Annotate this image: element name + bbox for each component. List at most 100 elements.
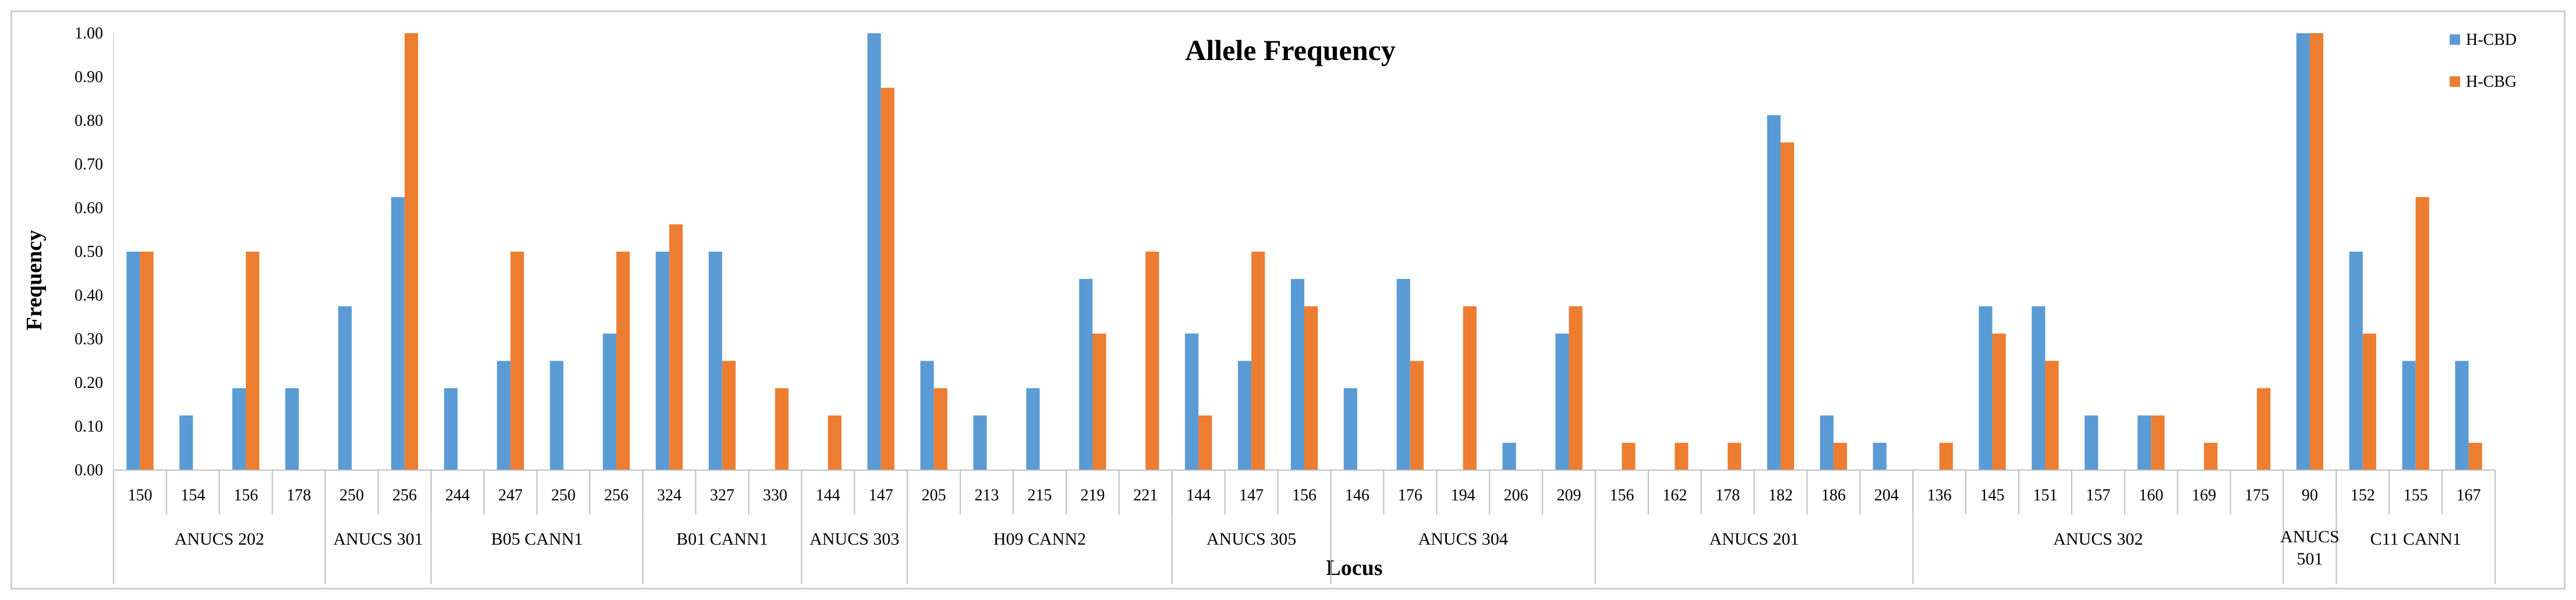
legend-label-h-cbd: H-CBD bbox=[2466, 31, 2517, 49]
category-label: 136 bbox=[1927, 486, 1952, 504]
bar-h-cbg bbox=[1463, 306, 1477, 470]
bar-h-cbd bbox=[1873, 443, 1887, 470]
bar-h-cbg bbox=[1198, 415, 1212, 470]
category-label: 147 bbox=[869, 486, 893, 504]
bar-h-cbd bbox=[709, 252, 723, 470]
bar-h-cbd bbox=[2085, 415, 2099, 470]
category-label: 250 bbox=[339, 486, 364, 504]
category-label: 256 bbox=[604, 486, 628, 504]
bar-h-cbd bbox=[1820, 415, 1834, 470]
bar-h-cbg bbox=[1939, 443, 1953, 470]
bar-h-cbd bbox=[2455, 361, 2469, 470]
category-label: 144 bbox=[816, 486, 840, 504]
y-tick-label: 0.50 bbox=[75, 243, 103, 261]
bar-h-cbd bbox=[1237, 361, 1252, 470]
group-label: ANUCS 301 bbox=[333, 530, 423, 549]
category-label: 167 bbox=[2457, 486, 2481, 504]
bar-h-cbg bbox=[1145, 252, 1159, 470]
category-label: 169 bbox=[2192, 486, 2216, 504]
category-label: 151 bbox=[2033, 486, 2057, 504]
y-tick-label: 0.70 bbox=[75, 156, 103, 174]
group-label: ANUCS 305 bbox=[1206, 530, 1296, 549]
bar-h-cbd bbox=[973, 415, 987, 470]
bar-h-cbd bbox=[1185, 333, 1199, 470]
bar-h-cbd bbox=[920, 361, 934, 470]
group-label: ANUCS 302 bbox=[2053, 530, 2143, 549]
legend-swatch-h-cbg bbox=[2450, 76, 2460, 87]
legend: H-CBD H-CBG bbox=[2450, 31, 2517, 91]
bar-h-cbg bbox=[1675, 443, 1689, 470]
category-label: 205 bbox=[922, 486, 946, 504]
category-label: 194 bbox=[1451, 486, 1475, 504]
bar-h-cbd bbox=[550, 361, 564, 470]
bar-h-cbd bbox=[2296, 33, 2310, 470]
category-label: 206 bbox=[1504, 486, 1528, 504]
group-label: B01 CANN1 bbox=[676, 530, 768, 549]
category-label: 330 bbox=[763, 486, 787, 504]
bar-h-cbg bbox=[2415, 197, 2429, 470]
category-label: 182 bbox=[1768, 486, 1793, 504]
bar-h-cbd bbox=[2402, 361, 2416, 470]
category-label: 247 bbox=[498, 486, 523, 504]
bar-h-cbd bbox=[285, 388, 299, 470]
x-axis-label: Locus bbox=[1326, 556, 1382, 580]
y-tick-labels: 0.00 0.10 0.20 0.30 0.40 0.50 0.60 0.70 0.80 0.90… bbox=[75, 24, 103, 479]
x-axis: 150 154 156 178 250 256 244 247 250 256 324 327 330 1… bbox=[113, 33, 2496, 584]
bar-h-cbg bbox=[1622, 443, 1636, 470]
category-label: 209 bbox=[1556, 486, 1581, 504]
y-tick-label: 0.40 bbox=[75, 287, 103, 305]
bar-h-cbg bbox=[2151, 415, 2165, 470]
bar-h-cbg bbox=[722, 361, 736, 470]
bar-h-cbd bbox=[232, 388, 246, 470]
y-tick-label: 0.80 bbox=[75, 112, 103, 130]
bar-h-cbd bbox=[1767, 115, 1781, 470]
bar-h-cbg bbox=[2257, 388, 2271, 470]
bar-h-cbg bbox=[510, 252, 524, 470]
chart-title: Allele Frequency bbox=[1185, 34, 1396, 66]
bar-h-cbg bbox=[1728, 443, 1742, 470]
y-tick-label: 1.00 bbox=[75, 24, 103, 43]
bar-h-cbg bbox=[1992, 333, 2006, 470]
bar-h-cbg bbox=[404, 33, 419, 470]
bar-h-cbg bbox=[2045, 361, 2059, 470]
bar-h-cbg bbox=[246, 252, 260, 470]
group-label: ANUCS bbox=[2280, 527, 2340, 546]
category-label: 160 bbox=[2139, 486, 2163, 504]
bar-h-cbg bbox=[616, 252, 630, 470]
bar-h-cbg bbox=[1092, 333, 1106, 470]
category-label: 152 bbox=[2351, 486, 2375, 504]
category-label: 162 bbox=[1662, 486, 1687, 504]
category-label: 250 bbox=[551, 486, 576, 504]
category-label: 145 bbox=[1980, 486, 2005, 504]
category-label: 244 bbox=[445, 486, 470, 504]
bar-h-cbd bbox=[603, 333, 617, 470]
legend-swatch-h-cbd bbox=[2450, 34, 2460, 45]
bar-h-cbg bbox=[1251, 252, 1265, 470]
legend-label-h-cbg: H-CBG bbox=[2466, 73, 2517, 91]
bar-h-cbd bbox=[2138, 415, 2152, 470]
bar-h-cbg bbox=[1410, 361, 1424, 470]
bar-h-cbd bbox=[1396, 278, 1410, 470]
bar-h-cbg bbox=[2204, 443, 2218, 470]
y-axis-label: Frequency bbox=[22, 230, 47, 330]
category-label: 178 bbox=[286, 486, 311, 504]
group-label: C11 CANN1 bbox=[2370, 530, 2461, 549]
bar-h-cbg bbox=[2309, 33, 2324, 470]
category-label: 147 bbox=[1239, 486, 1264, 504]
group-label: B05 CANN1 bbox=[491, 530, 583, 549]
bar-h-cbg bbox=[1833, 443, 1848, 470]
category-label: 324 bbox=[657, 486, 681, 504]
y-tick-label: 0.10 bbox=[75, 418, 103, 436]
bar-h-cbd bbox=[1343, 388, 1357, 470]
category-label: 213 bbox=[975, 486, 999, 504]
bar-h-cbd bbox=[656, 252, 670, 470]
category-label: 157 bbox=[2086, 486, 2110, 504]
y-tick-label: 0.00 bbox=[75, 461, 103, 479]
category-label: 215 bbox=[1028, 486, 1052, 504]
group-label: ANUCS 303 bbox=[809, 530, 899, 549]
bar-h-cbg bbox=[828, 415, 842, 470]
group-label: H09 CANN2 bbox=[993, 530, 1086, 549]
bar-h-cbg bbox=[933, 388, 947, 470]
bar-h-cbd bbox=[2032, 306, 2046, 470]
group-label: ANUCS 202 bbox=[175, 530, 264, 549]
